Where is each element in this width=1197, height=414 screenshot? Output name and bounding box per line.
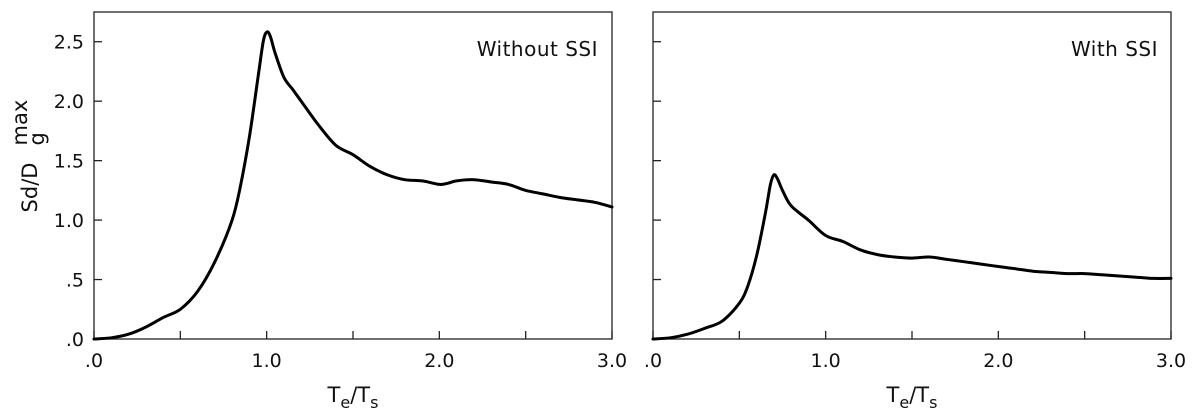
series-line-0 — [92, 30, 614, 341]
x-axis-label-part: T — [356, 383, 370, 407]
x-tick-label: 1.0 — [811, 350, 841, 372]
x-tick-label: .0 — [85, 350, 103, 372]
x-axis-label-part: T — [327, 383, 341, 407]
x-tick-label: 3.0 — [1156, 350, 1186, 372]
x-tick-label: 2.0 — [424, 350, 454, 372]
x-axis-label-part: / — [909, 383, 917, 407]
x-axis-label-part: T — [915, 383, 929, 407]
plot-frame — [652, 11, 1172, 340]
x-axis-label-part: s — [370, 393, 378, 412]
y-axis-label-main: Sd/D — [18, 163, 42, 213]
plot-frame — [93, 11, 613, 340]
x-axis-label-part: s — [929, 393, 937, 412]
x-axis-label-part: / — [350, 383, 358, 407]
y-axis-label-sub: g — [25, 132, 49, 145]
y-tick-label: 1.5 — [54, 151, 84, 173]
x-tick-label: 3.0 — [597, 350, 627, 372]
y-tick-label: .5 — [66, 270, 84, 292]
panel-without-ssi: .0 1.0 2.0 3.0 .0 .5 1.0 1.5 2.0 2.5 Without SSI Te… — [8, 11, 627, 412]
x-axis-label: Te/Ts — [886, 383, 938, 412]
annotation-label: With SSI — [1071, 37, 1158, 61]
x-axis-label: Te/Ts — [327, 383, 379, 412]
x-axis-label-part: e — [899, 393, 909, 412]
x-axis-label-part: T — [886, 383, 900, 407]
x-tick-label: .0 — [644, 350, 662, 372]
y-tick-label: .0 — [66, 329, 84, 351]
x-tick-label: 2.0 — [983, 350, 1013, 372]
x-tick-label: 1.0 — [252, 350, 282, 372]
y-tick-label: 1.0 — [54, 210, 84, 232]
annotation-label: Without SSI — [477, 37, 598, 61]
y-tick-label: 2.5 — [54, 32, 84, 54]
y-tick-label: 2.0 — [54, 91, 84, 113]
y-axis-label-sup: max — [8, 100, 32, 146]
x-axis-label-part: e — [340, 393, 350, 412]
series-line-0 — [651, 173, 1173, 341]
